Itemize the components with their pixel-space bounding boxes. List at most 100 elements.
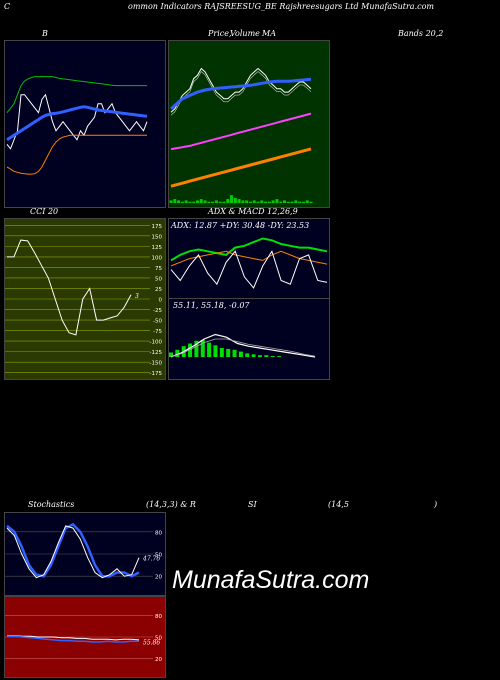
volume-bar: [214, 200, 218, 203]
tick-label: 175: [152, 224, 163, 230]
volume-bar: [260, 200, 264, 203]
bands-title: Bands 20,2: [398, 29, 444, 38]
series-line: [7, 239, 132, 336]
tick-label: -150: [150, 361, 163, 367]
macd-bar: [257, 355, 262, 357]
ma-title: MA: [262, 29, 276, 38]
rsi-title: SI: [248, 500, 257, 509]
macd-bar: [226, 348, 231, 357]
series-line: [170, 333, 316, 358]
macd-bar: [270, 356, 275, 357]
volume-bar: [290, 201, 294, 203]
tick-label: -25: [153, 308, 162, 314]
page-title: ommon Indicators RAJSREESUG_BE Rajshrees…: [128, 2, 434, 11]
macd-bar: [188, 343, 193, 357]
tick-label: 0: [159, 298, 163, 304]
series-line: [170, 250, 328, 289]
volume-bar: [184, 200, 188, 203]
volume-bar: [248, 201, 252, 203]
price-title: Price,: [208, 29, 232, 38]
volume-bar: [237, 199, 241, 203]
last-value-label: 47.76: [142, 556, 160, 563]
series-line: [7, 635, 140, 641]
volume-bar: [233, 197, 237, 203]
macd-bar: [194, 340, 199, 357]
last-value-label: 55.86: [143, 639, 160, 646]
tick-label: 50: [155, 276, 162, 282]
macd-bar: [238, 351, 243, 357]
tick-label: -100: [150, 340, 163, 346]
adx-panel: ADX: 12.87 +DY: 30.48 -DY: 23.53: [168, 218, 330, 300]
series-line: [170, 237, 328, 262]
macd-panel: 55.11, 55.18, -0.07: [168, 298, 330, 380]
macd-bar: [169, 352, 173, 357]
adx-values: ADX: 12.87 +DY: 30.48 -DY: 23.53: [171, 221, 310, 230]
header-prefix: C: [4, 2, 11, 11]
series-line: [6, 525, 140, 579]
macd-bar: [200, 339, 205, 357]
series-line: [170, 147, 312, 188]
last-value-label: 3: [135, 293, 139, 300]
bollinger-panel: [4, 40, 166, 208]
tick-label: 75: [155, 266, 162, 272]
price-ma-chart: [169, 67, 313, 203]
rsi-panel: 80 50 20 55.86: [4, 596, 166, 678]
tick-label: 125: [152, 245, 163, 251]
tick-label: 20: [155, 575, 162, 581]
series-line: [170, 71, 312, 116]
series-line: [170, 112, 312, 151]
stochastics-chart: 80 50 20 47.76: [5, 522, 162, 581]
tick-label: -50: [153, 319, 162, 325]
stochastics-panel: 80 50 20 47.76: [4, 512, 166, 596]
tick-label: 80: [155, 530, 162, 536]
macd-values: 55.11, 55.18, -0.07: [173, 301, 250, 310]
volume-bar: [226, 199, 230, 203]
macd-bar: [245, 353, 250, 357]
tick-label: 50: [155, 636, 162, 642]
series-line: [6, 76, 147, 114]
volume-bar: [301, 201, 305, 203]
cci-title: CCI 20: [30, 207, 59, 216]
tick-label: 100: [152, 255, 163, 261]
macd-bar: [213, 345, 218, 357]
volume-bar: [192, 201, 196, 203]
volume-bar: [169, 200, 173, 203]
volume-bar: [180, 201, 184, 203]
watermark: MunafaSutra.com: [172, 566, 370, 594]
volume-bar: [271, 200, 275, 203]
volume-bar: [188, 201, 192, 203]
tick-label: 25: [155, 287, 162, 293]
volume-bar: [177, 200, 181, 203]
stochastics-title: Stochastics: [28, 500, 75, 509]
macd-bar: [277, 356, 281, 357]
series-line: [169, 77, 312, 111]
volume-bar: [218, 201, 222, 203]
macd-bar: [251, 354, 256, 357]
macd-bar: [207, 342, 212, 357]
cci-panel: 175 150 125 100 75 50 25 0 -25 -50 -75 -100 -125 -150…: [4, 218, 166, 380]
series-line: [170, 250, 328, 267]
volume-bar: [241, 200, 245, 203]
volume-bar: [211, 201, 215, 203]
series-line: [7, 635, 139, 643]
adx-macd-title: ADX & MACD 12,26,9: [208, 207, 298, 216]
series-line: [170, 338, 316, 358]
tick-label: -175: [150, 371, 163, 377]
macd-bar: [232, 349, 237, 357]
adx-chart: [170, 237, 328, 289]
price-ma-panel: [168, 40, 330, 208]
volume-bar: [230, 195, 234, 203]
series-line: [6, 522, 140, 578]
tick-label: 50: [155, 553, 162, 559]
volume-title: Volume: [230, 29, 260, 38]
rsi-params: (14,5: [328, 500, 349, 509]
macd-bar: [175, 349, 180, 357]
rsi-chart: 80 50 20 55.86: [5, 614, 162, 663]
volume-bar: [298, 201, 302, 203]
cci-chart: 175 150 125 100 75 50 25 0 -25 -50 -75 -100 -125 -150…: [5, 224, 163, 377]
volume-bar: [267, 201, 271, 203]
tick-label: 20: [155, 657, 162, 663]
volume-bar: [173, 199, 177, 203]
volume-bar: [305, 200, 309, 203]
volume-bar: [275, 199, 279, 203]
